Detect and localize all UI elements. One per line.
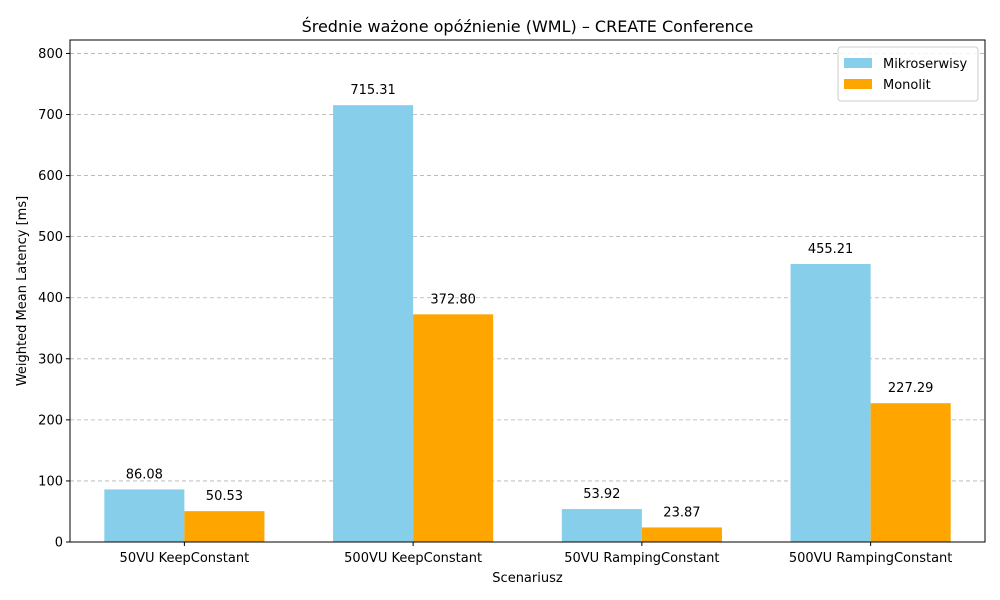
bar-mikroserwisy [561, 509, 642, 542]
y-tick-label: 800 [38, 47, 63, 62]
value-label: 455.21 [808, 242, 854, 257]
y-tick-label: 700 [38, 108, 63, 123]
legend-swatch [844, 79, 872, 89]
bar-monolit [641, 527, 722, 542]
y-tick-label: 600 [38, 169, 63, 184]
gridlines [70, 53, 985, 482]
plot-frame [69, 39, 986, 543]
bar-monolit [870, 403, 951, 542]
legend-box [837, 46, 979, 102]
value-label: 23.87 [663, 505, 700, 520]
x-tick-label: 50VU KeepConstant [120, 551, 250, 566]
legend-label: Mikroserwisy [883, 57, 968, 72]
value-label: 372.80 [430, 292, 476, 307]
y-tick-label: 300 [38, 352, 63, 367]
y-tick-label: 400 [38, 291, 63, 306]
y-tick-label: 200 [38, 413, 63, 428]
y-tick-label: 500 [38, 230, 63, 245]
bars [104, 105, 951, 542]
x-tick-label: 500VU RampingConstant [789, 551, 953, 566]
chart-title: Średnie ważone opóźnienie (WML) – CREATE… [302, 17, 754, 36]
legend-label: Monolit [883, 78, 931, 93]
bar-monolit [413, 314, 494, 542]
bar-mikroserwisy [790, 264, 871, 542]
y-axis-title: Weighted Mean Latency [ms] [15, 196, 30, 386]
value-label: 53.92 [583, 487, 620, 502]
axes: 0 100 200 300 400 500 600 700 800 50VU KeepConsta… [38, 39, 986, 566]
value-label: 50.53 [206, 489, 243, 504]
value-labels: 86.08 715.31 53.92 455.21 50.53 372.80 23.87 22… [126, 83, 934, 520]
legend: Mikroserwisy Monolit [837, 46, 979, 102]
x-tick-label: 50VU RampingConstant [564, 551, 719, 566]
y-tick-label: 100 [38, 474, 63, 489]
bar-mikroserwisy [333, 105, 414, 542]
x-axis-title: Scenariusz [492, 571, 563, 586]
y-tick-label: 0 [55, 536, 63, 551]
value-label: 227.29 [888, 381, 934, 396]
x-tick-label: 500VU KeepConstant [344, 551, 482, 566]
bar-mikroserwisy [104, 489, 185, 542]
legend-swatch [844, 58, 872, 68]
value-label: 86.08 [126, 467, 163, 482]
bar-monolit [184, 511, 265, 542]
value-label: 715.31 [350, 83, 396, 98]
